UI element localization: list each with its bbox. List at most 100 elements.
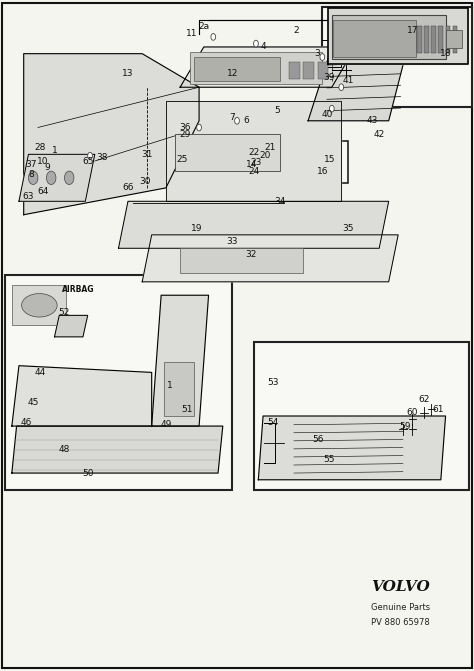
Text: 7: 7 bbox=[229, 113, 235, 122]
Text: 8: 8 bbox=[28, 170, 34, 179]
Text: 61: 61 bbox=[433, 405, 444, 414]
Text: 23: 23 bbox=[250, 158, 262, 167]
Text: 65: 65 bbox=[82, 156, 93, 166]
Bar bbox=[453, 26, 457, 53]
Circle shape bbox=[88, 152, 92, 159]
Bar bbox=[318, 62, 328, 79]
Text: 44: 44 bbox=[35, 368, 46, 377]
Circle shape bbox=[339, 84, 344, 91]
Circle shape bbox=[254, 40, 258, 47]
Text: 28: 28 bbox=[35, 143, 46, 152]
Text: 60: 60 bbox=[407, 408, 418, 417]
Polygon shape bbox=[308, 47, 408, 121]
Text: 4: 4 bbox=[260, 42, 266, 52]
Text: 3: 3 bbox=[315, 49, 320, 58]
Text: 38: 38 bbox=[96, 153, 108, 162]
Text: 50: 50 bbox=[82, 468, 93, 478]
Text: PV 880 65978: PV 880 65978 bbox=[371, 618, 430, 627]
Bar bbox=[180, 248, 303, 273]
Text: 5: 5 bbox=[274, 106, 280, 115]
Text: 66: 66 bbox=[122, 183, 134, 193]
Text: 54: 54 bbox=[267, 418, 278, 427]
Bar bbox=[254, 342, 469, 490]
Text: 13: 13 bbox=[122, 69, 134, 79]
Text: 16: 16 bbox=[317, 166, 328, 176]
Text: 48: 48 bbox=[58, 445, 70, 454]
Text: 2: 2 bbox=[293, 25, 299, 35]
Text: 29: 29 bbox=[179, 130, 191, 139]
Text: 34: 34 bbox=[274, 197, 285, 206]
Circle shape bbox=[235, 117, 239, 124]
Text: 41: 41 bbox=[343, 76, 354, 85]
Bar bbox=[446, 30, 462, 48]
Text: 49: 49 bbox=[160, 419, 172, 429]
Text: 56: 56 bbox=[312, 435, 323, 444]
Text: 62: 62 bbox=[419, 395, 430, 404]
Polygon shape bbox=[166, 101, 341, 201]
Text: 25: 25 bbox=[177, 155, 188, 164]
Bar bbox=[438, 26, 443, 53]
Polygon shape bbox=[180, 47, 356, 87]
Ellipse shape bbox=[22, 293, 57, 317]
Text: 9: 9 bbox=[45, 163, 50, 172]
Polygon shape bbox=[142, 235, 398, 282]
Text: 45: 45 bbox=[27, 398, 39, 407]
Polygon shape bbox=[328, 8, 468, 64]
Text: 39: 39 bbox=[324, 72, 335, 82]
Text: 12: 12 bbox=[227, 69, 238, 79]
Text: 35: 35 bbox=[343, 223, 354, 233]
Text: 43: 43 bbox=[366, 116, 378, 125]
Text: 15: 15 bbox=[324, 155, 335, 164]
Bar bbox=[175, 134, 280, 171]
Text: 1: 1 bbox=[52, 146, 57, 156]
Text: 59: 59 bbox=[400, 421, 411, 431]
Text: 31: 31 bbox=[141, 150, 153, 159]
Circle shape bbox=[329, 105, 334, 112]
Bar bbox=[289, 62, 300, 79]
Text: 51: 51 bbox=[182, 405, 193, 414]
Text: 36: 36 bbox=[179, 123, 191, 132]
Bar bbox=[12, 285, 66, 325]
Circle shape bbox=[211, 34, 216, 40]
Polygon shape bbox=[55, 315, 88, 337]
Bar bbox=[431, 26, 436, 53]
Text: 6: 6 bbox=[244, 116, 249, 125]
Bar bbox=[322, 7, 472, 107]
Text: 53: 53 bbox=[267, 378, 278, 387]
Text: 24: 24 bbox=[248, 166, 259, 176]
Polygon shape bbox=[19, 154, 95, 201]
Text: 22: 22 bbox=[248, 148, 259, 157]
Text: 55: 55 bbox=[324, 455, 335, 464]
Text: 1: 1 bbox=[167, 380, 173, 390]
Bar bbox=[446, 26, 450, 53]
Bar bbox=[194, 57, 280, 81]
Text: 46: 46 bbox=[20, 418, 32, 427]
Bar bbox=[417, 26, 422, 53]
Circle shape bbox=[64, 171, 74, 185]
Bar bbox=[5, 275, 232, 490]
Bar bbox=[332, 15, 446, 59]
Text: 63: 63 bbox=[23, 192, 34, 201]
Bar bbox=[424, 26, 429, 53]
Circle shape bbox=[320, 54, 325, 60]
Text: 32: 32 bbox=[246, 250, 257, 260]
Text: 14: 14 bbox=[246, 160, 257, 169]
Text: 10: 10 bbox=[37, 156, 48, 166]
Text: 11: 11 bbox=[186, 29, 198, 38]
Circle shape bbox=[197, 124, 201, 131]
Text: 40: 40 bbox=[321, 109, 333, 119]
Text: 33: 33 bbox=[227, 237, 238, 246]
Bar bbox=[303, 62, 314, 79]
Text: AIRBAG: AIRBAG bbox=[62, 285, 94, 295]
Text: 17: 17 bbox=[407, 25, 418, 35]
Text: 64: 64 bbox=[37, 187, 48, 196]
Polygon shape bbox=[258, 416, 446, 480]
Text: 42: 42 bbox=[374, 130, 385, 139]
Polygon shape bbox=[12, 366, 152, 426]
Text: 21: 21 bbox=[264, 143, 276, 152]
Circle shape bbox=[28, 171, 38, 185]
Circle shape bbox=[46, 171, 56, 185]
Bar bbox=[190, 52, 322, 84]
Bar bbox=[294, 141, 348, 183]
Text: VOLVO: VOLVO bbox=[371, 580, 430, 594]
